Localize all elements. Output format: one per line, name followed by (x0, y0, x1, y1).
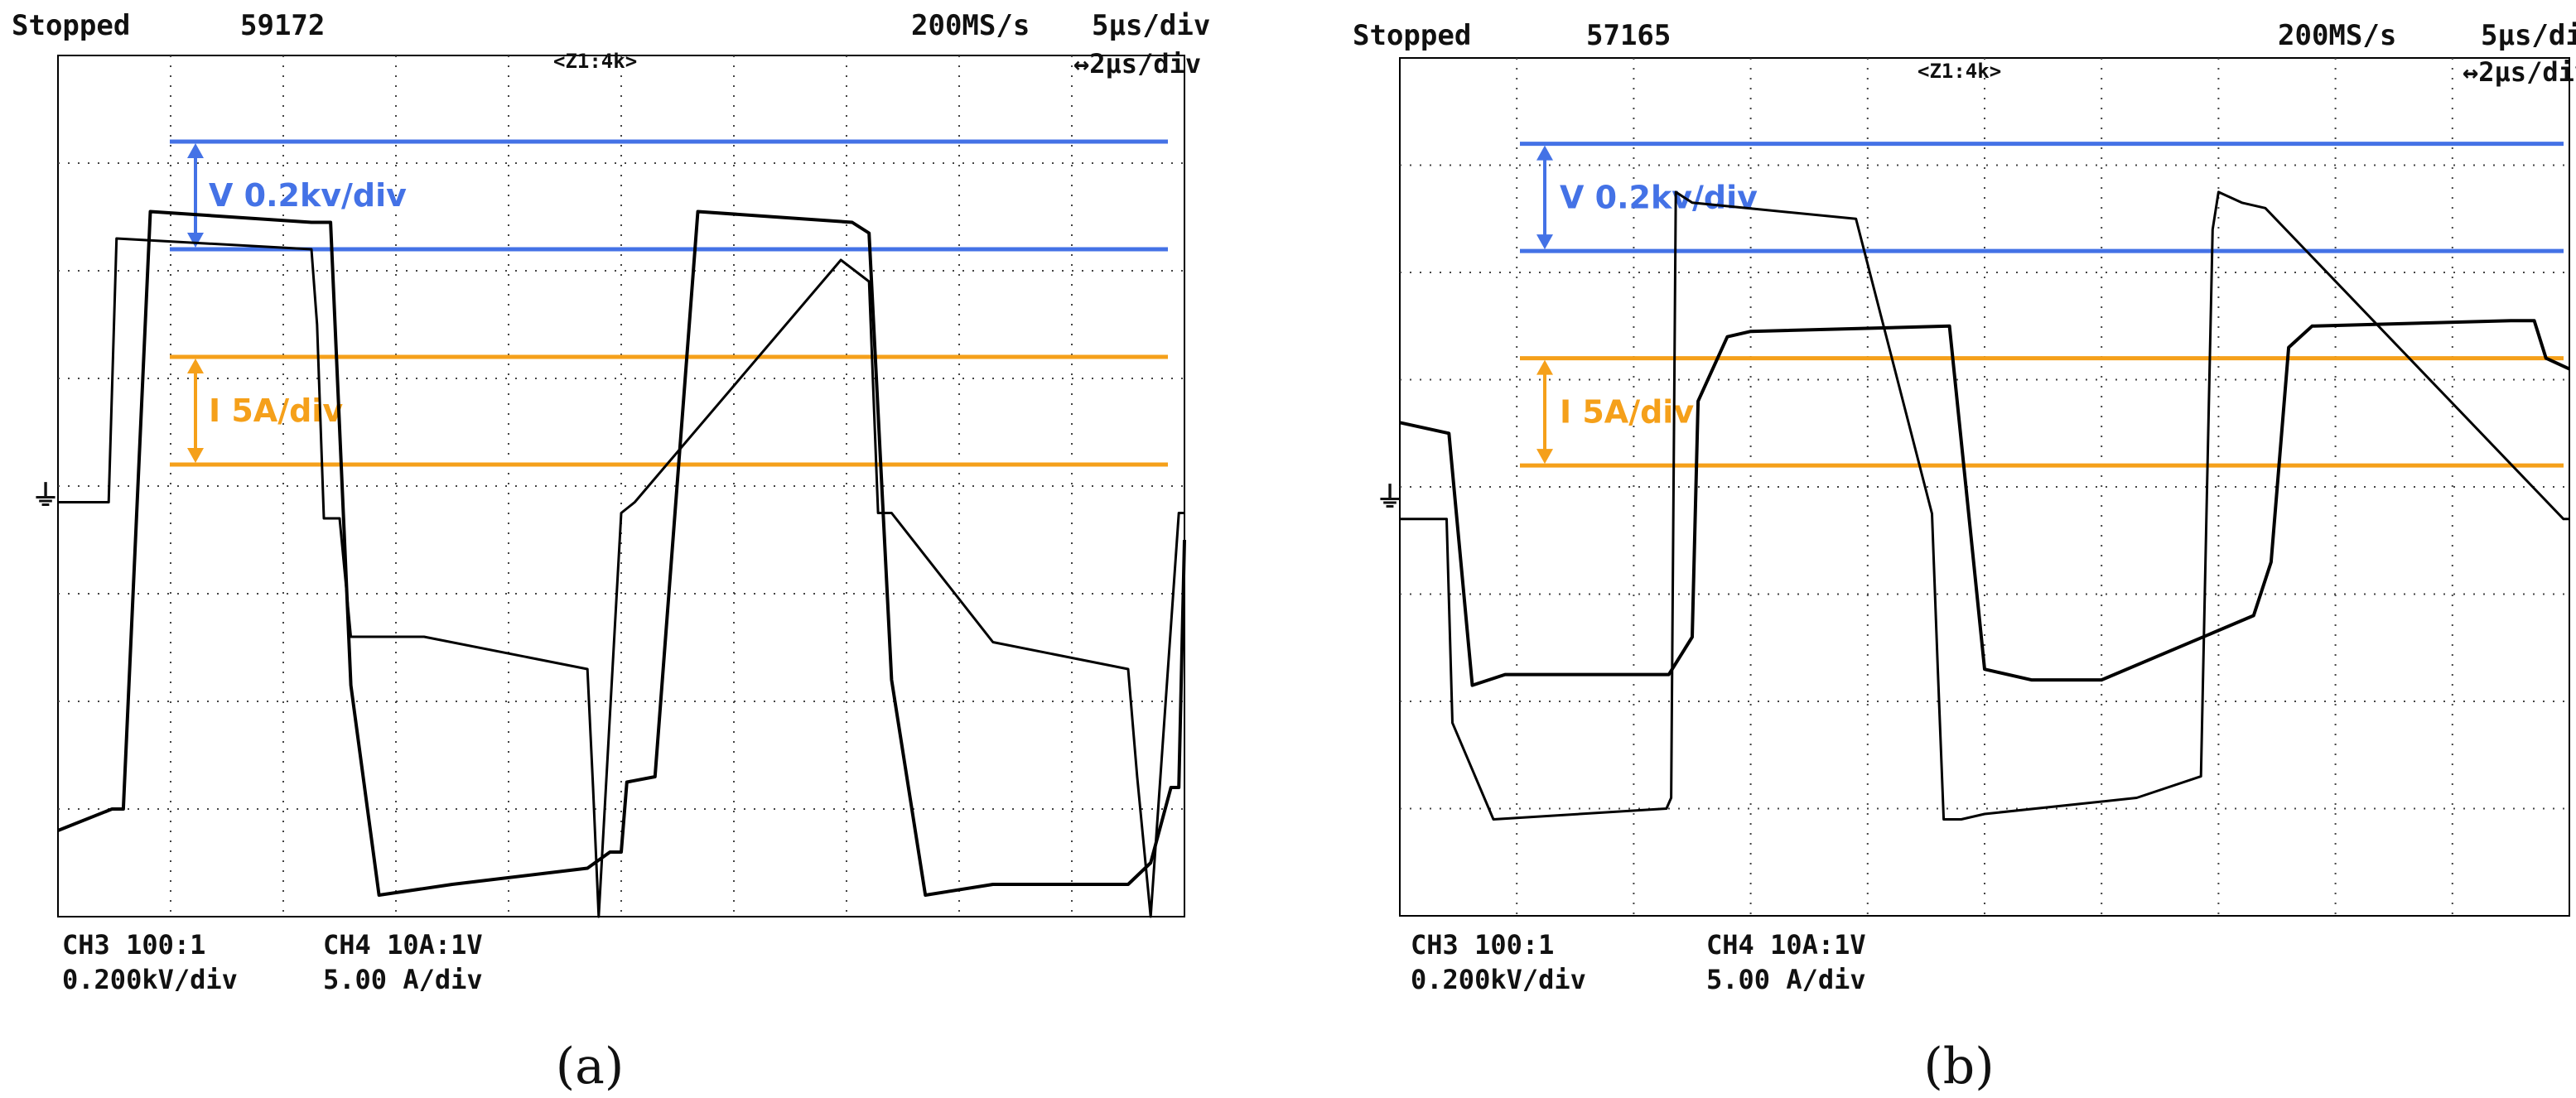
current-scale-label: I 5A/div (209, 392, 343, 429)
timebase: 5μs/div (1092, 9, 1210, 42)
voltage-trace (1399, 319, 2570, 687)
current-scale-arrowhead-up (1536, 359, 1553, 375)
ch3-probe: CH3 100:1 (1411, 929, 1554, 961)
scope-screen-frame (57, 55, 1185, 917)
ch3-probe: CH3 100:1 (62, 929, 205, 961)
scale-annotations: V 0.2kv/div I 5A/div (1520, 142, 2564, 468)
panel-caption: (b) (1923, 1038, 1994, 1096)
zoom-timebase: ↔2μs/div (2463, 56, 2576, 88)
voltage-scale-label: V 0.2kv/div (209, 177, 407, 214)
ch3-scale: 0.200kV/div (1411, 964, 1586, 995)
oscilloscope-panel-b: V 0.2kv/div I 5A/div Stopped 57165 200MS/… (1288, 0, 2576, 1098)
sample-rate: 200MS/s (911, 9, 1030, 42)
current-scale-arrowhead-up (187, 359, 204, 373)
voltage-scale-arrowhead-up (187, 143, 204, 158)
ch3-scale: 0.200kV/div (62, 964, 238, 995)
panel-caption: (a) (556, 1038, 625, 1096)
ch4-probe: CH4 10A:1V (1706, 929, 1866, 961)
ground-marker: ⏚ (1376, 481, 1404, 514)
voltage-scale-arrowhead-down (187, 233, 204, 248)
trigger-count: 57165 (1586, 19, 1671, 52)
scope-svg-a: V 0.2kv/div I 5A/div Stopped 59172 200MS/… (12, 9, 1210, 1096)
zoom-timebase: ↔2μs/div (1073, 48, 1201, 79)
sample-rate: 200MS/s (2278, 19, 2396, 52)
voltage-scale-arrowhead-down (1536, 234, 1553, 250)
timebase: 5μs/div (2481, 19, 2576, 52)
voltage-scale-arrowhead-up (1536, 145, 1553, 161)
status-label: Stopped (1353, 19, 1471, 52)
ch4-scale: 5.00 A/div (1706, 964, 1866, 995)
status-label: Stopped (12, 9, 130, 42)
voltage-trace (57, 209, 1186, 897)
current-scale-label: I 5A/div (1560, 393, 1694, 430)
current-trace (58, 237, 1184, 918)
current-scale-arrowhead-down (187, 448, 204, 463)
waveform-traces (1399, 190, 2570, 821)
ch4-probe: CH4 10A:1V (323, 929, 483, 961)
voltage-scale-label: V 0.2kv/div (1560, 179, 1758, 215)
zoom-label: <Z1:4k> (553, 50, 637, 73)
trigger-count: 59172 (240, 9, 325, 42)
ch4-scale: 5.00 A/div (323, 964, 483, 995)
scope-svg-b: V 0.2kv/div I 5A/div Stopped 57165 200MS/… (1353, 19, 2576, 1096)
ground-marker: ⏚ (31, 479, 60, 513)
current-scale-arrowhead-down (1536, 449, 1553, 465)
waveform-traces (57, 209, 1186, 918)
graticule (1400, 58, 2569, 916)
oscilloscope-panel-a: V 0.2kv/div I 5A/div Stopped 59172 200MS/… (12, 9, 1210, 1096)
zoom-label: <Z1:4k> (1918, 60, 2001, 83)
current-trace (1400, 190, 2569, 821)
